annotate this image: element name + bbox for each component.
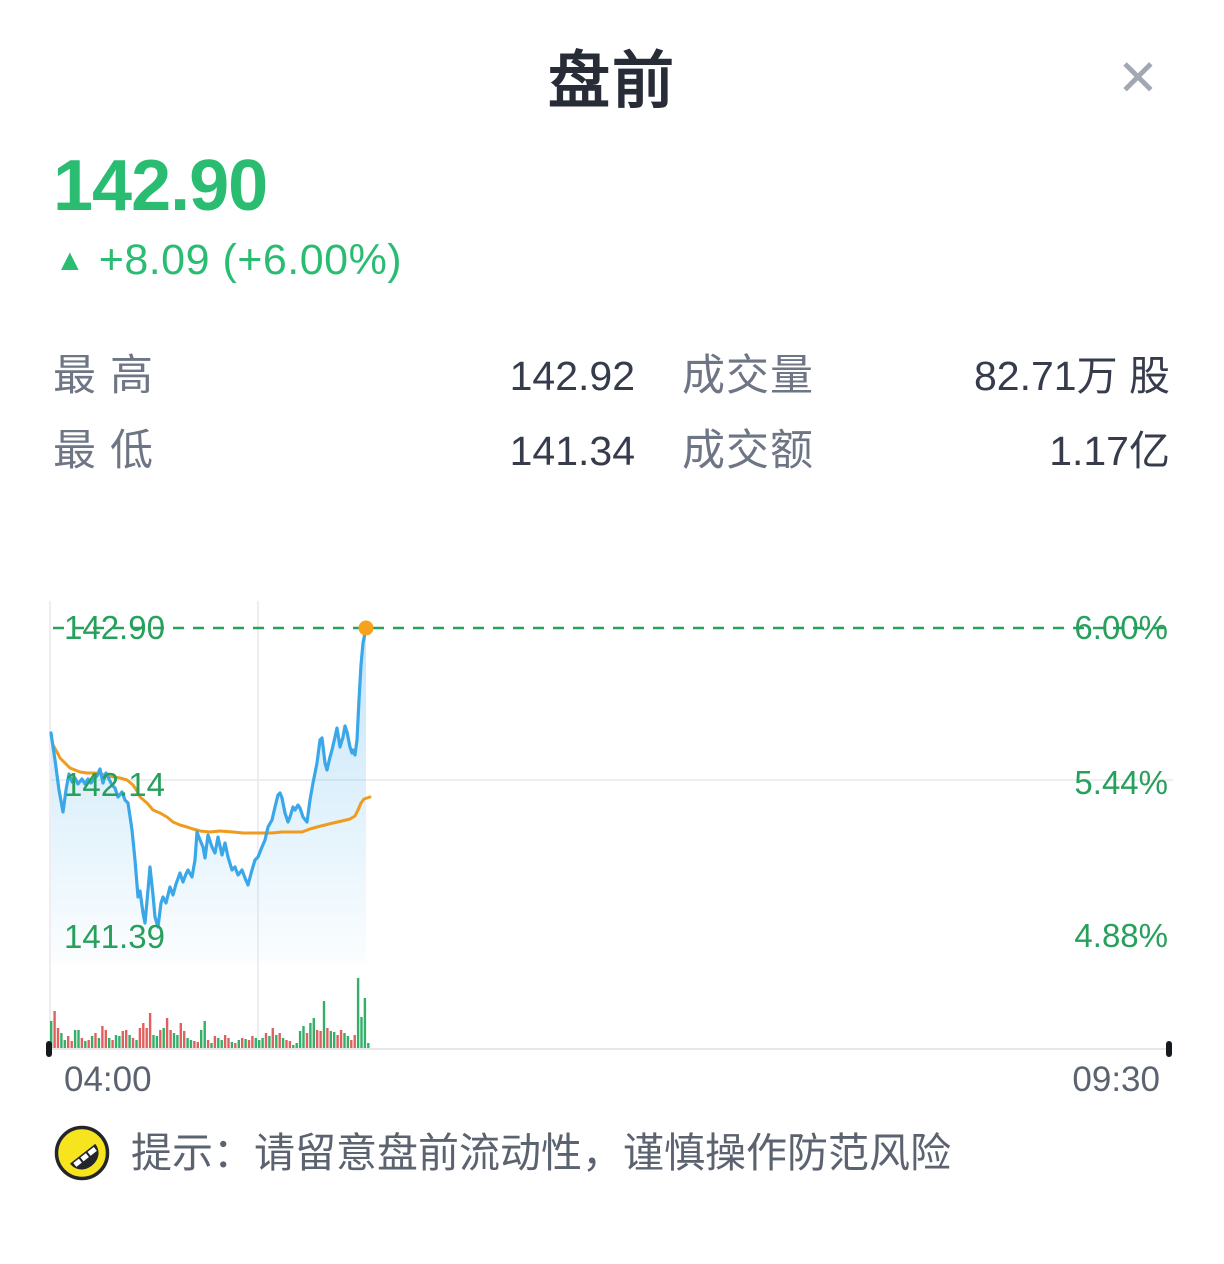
quote-stats: 最 高 142.92 成交量 82.71万 股 最 低 141.34 成交额 1… xyxy=(53,341,1170,491)
page-title: 盘前 xyxy=(547,47,676,116)
time-axis: 04:00 09:30 xyxy=(64,1060,1160,1100)
turnover-label: 成交额 xyxy=(682,427,814,475)
y-label-pct-low: 4.88% xyxy=(1074,917,1168,954)
close-icon: ✕ xyxy=(1117,50,1159,106)
time-end-label: 09:30 xyxy=(1072,1060,1160,1099)
low-value: 141.34 xyxy=(509,428,635,474)
chart-series xyxy=(49,626,372,1048)
axis-right-cap xyxy=(1166,1041,1172,1057)
up-triangle-icon: ▲ xyxy=(55,243,85,277)
low-label: 最 低 xyxy=(53,427,154,475)
turnover-value: 1.17亿 xyxy=(1049,428,1170,474)
high-value: 142.92 xyxy=(509,353,635,399)
price-change-row: ▲ +8.09 (+6.00%) xyxy=(55,236,402,285)
chart-svg xyxy=(46,601,1173,1057)
high-label: 最 高 xyxy=(53,352,154,400)
volume-label: 成交量 xyxy=(682,352,814,400)
stats-row-2: 最 低 141.34 成交额 1.17亿 xyxy=(53,416,1170,475)
close-button[interactable]: ✕ xyxy=(1100,40,1176,116)
y-label-price-mid: 142.14 xyxy=(64,766,165,803)
stats-row-1: 最 高 142.92 成交量 82.71万 股 xyxy=(53,341,1170,400)
coin-smiley-icon xyxy=(54,1125,110,1181)
last-price: 142.90 xyxy=(53,146,268,226)
chart-dot-layer xyxy=(358,620,374,636)
y-label-pct-mid: 5.44% xyxy=(1074,764,1168,801)
time-start-label: 04:00 xyxy=(64,1060,152,1099)
price-change: +8.09 (+6.00%) xyxy=(98,236,403,284)
volume-value: 82.71万 股 xyxy=(974,353,1170,399)
y-label-pct-high: 6.00% xyxy=(1074,609,1168,646)
y-label-price-low: 141.39 xyxy=(64,918,165,955)
axis-left-cap xyxy=(46,1041,52,1057)
tip-row: 提示：请留意盘前流动性，谨慎操作防范风险 xyxy=(53,1122,951,1184)
tip-text: 提示：请留意盘前流动性，谨慎操作防范风险 xyxy=(131,1130,951,1176)
premarket-chart[interactable]: 142.90 142.14 141.39 6.00% 5.44% 4.88% xyxy=(0,595,1224,1065)
y-label-price-high: 142.90 xyxy=(64,609,165,646)
